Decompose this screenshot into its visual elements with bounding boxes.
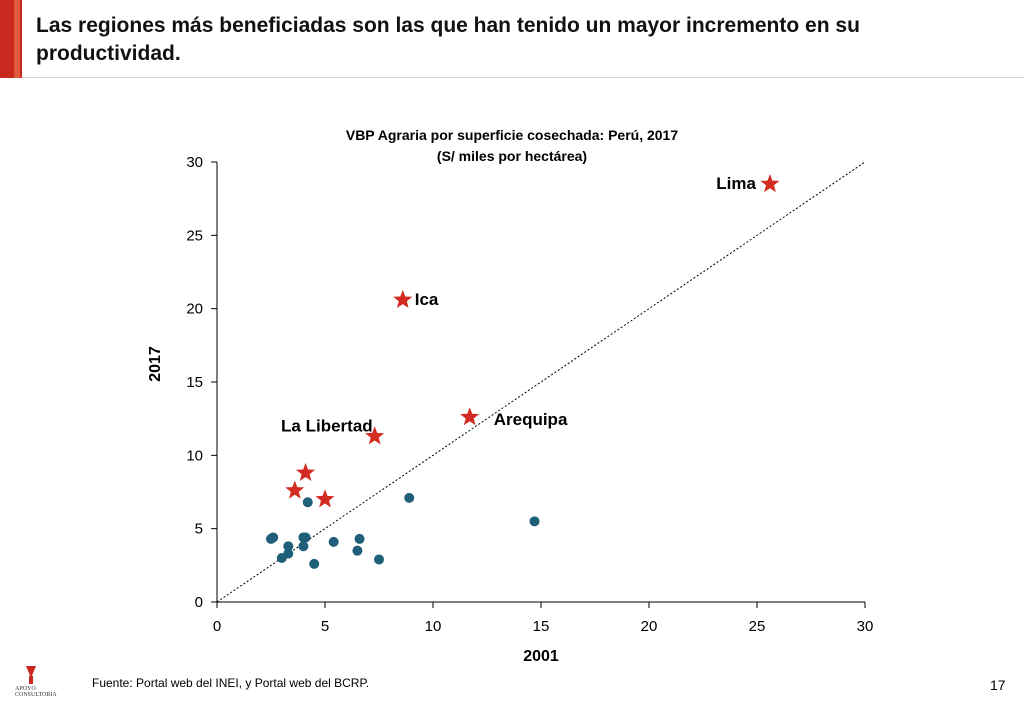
x-tick-label: 25 bbox=[749, 618, 766, 635]
star-point bbox=[393, 289, 413, 308]
data-points bbox=[266, 174, 780, 569]
chart-title-line1: VBP Agraria por superficie cosechada: Pe… bbox=[346, 127, 678, 143]
apoyo-logo-icon bbox=[26, 666, 36, 684]
y-tick-label: 5 bbox=[195, 521, 203, 538]
region-label: Ica bbox=[415, 290, 439, 309]
region-label: La Libertad bbox=[281, 416, 373, 435]
logo-text-line1: APOYO bbox=[15, 686, 36, 692]
page-number: 17 bbox=[990, 677, 1006, 693]
star-point bbox=[285, 480, 305, 499]
circle-point bbox=[404, 492, 415, 503]
x-tick-label: 5 bbox=[321, 618, 329, 635]
circle-point bbox=[374, 554, 384, 565]
y-tick-label: 30 bbox=[186, 154, 203, 171]
circle-point bbox=[354, 533, 365, 544]
x-tick-label: 10 bbox=[425, 618, 442, 635]
circle-point bbox=[529, 516, 540, 527]
circle-point bbox=[283, 541, 294, 552]
star-point bbox=[296, 462, 316, 481]
star-point bbox=[460, 407, 480, 426]
x-tick-label: 20 bbox=[641, 618, 658, 635]
chart-title-line2: (S/ miles por hectárea) bbox=[437, 148, 587, 164]
region-label: Lima bbox=[716, 174, 756, 193]
reference-line bbox=[216, 161, 866, 603]
source-note: Fuente: Portal web del INEI, y Portal we… bbox=[92, 676, 370, 690]
star-point bbox=[365, 426, 385, 445]
slide-title: Las regiones más beneficiadas son las qu… bbox=[36, 14, 860, 65]
y-tick-label: 0 bbox=[195, 594, 203, 611]
title-accent-stripe bbox=[14, 0, 20, 78]
y-tick-label: 15 bbox=[186, 374, 203, 391]
y-axis-label: 2017 bbox=[147, 346, 164, 382]
y-tick-label: 25 bbox=[186, 227, 203, 244]
circle-point bbox=[309, 558, 320, 569]
x-tick-label: 30 bbox=[857, 618, 874, 635]
title-divider bbox=[22, 77, 1024, 78]
star-point bbox=[760, 174, 780, 193]
region-label: Arequipa bbox=[494, 410, 568, 429]
logo-text: APOYO CONSULTORIA bbox=[15, 686, 57, 698]
region-labels: Lima Ica Arequipa La Libertad bbox=[281, 174, 756, 435]
circle-point bbox=[300, 532, 311, 543]
circle-point bbox=[302, 497, 313, 508]
x-tick-label: 0 bbox=[213, 618, 221, 635]
chart-axes: 0 5 10 15 20 25 30 0 5 10 15 20 25 30 bbox=[186, 154, 873, 635]
y-tick-label: 10 bbox=[186, 447, 203, 464]
x-tick-label: 15 bbox=[533, 618, 550, 635]
circle-point bbox=[268, 532, 279, 543]
circle-point bbox=[283, 548, 294, 559]
circle-point bbox=[298, 541, 309, 552]
circle-point bbox=[328, 536, 339, 547]
circle-point bbox=[352, 545, 363, 556]
reference-line-group bbox=[216, 161, 866, 603]
star-point bbox=[315, 489, 335, 508]
logo-text-line2: CONSULTORIA bbox=[15, 692, 57, 698]
x-axis-label: 2001 bbox=[523, 648, 559, 665]
y-tick-label: 20 bbox=[186, 301, 203, 318]
